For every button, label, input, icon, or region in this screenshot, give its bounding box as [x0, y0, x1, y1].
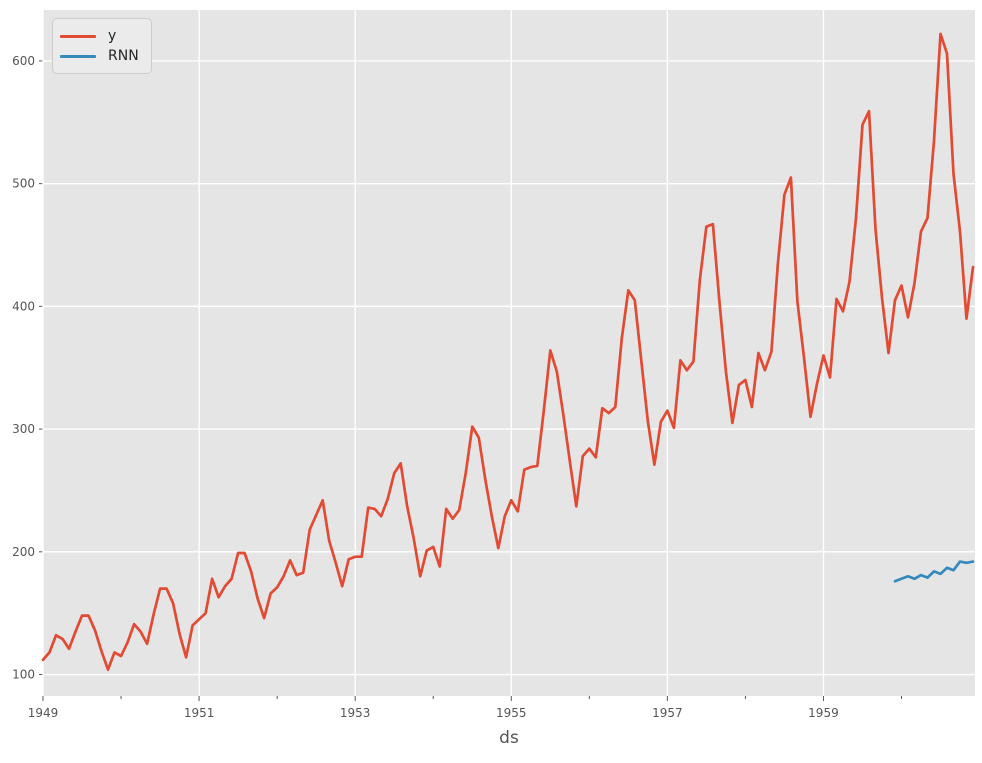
y-tick-label: 200 — [12, 545, 35, 559]
y-tick-label: 100 — [12, 668, 35, 682]
legend: y RNN — [52, 18, 152, 74]
x-tick-label: 1959 — [808, 706, 839, 720]
y-tick-label: 600 — [12, 54, 35, 68]
x-tick-label: 1957 — [652, 706, 683, 720]
legend-item-rnn: RNN — [60, 46, 139, 66]
legend-label-rnn: RNN — [108, 48, 139, 64]
x-tick-label: 1955 — [496, 706, 527, 720]
x-tick-label: 1949 — [28, 706, 59, 720]
legend-line-swatch-rnn — [60, 54, 96, 58]
y-tick-label: 300 — [12, 422, 35, 436]
legend-label-y: y — [108, 28, 117, 44]
x-tick-label: 1953 — [340, 706, 371, 720]
y-tick-label: 500 — [12, 177, 35, 191]
axes-background — [43, 10, 975, 696]
legend-line-swatch-y — [60, 34, 96, 38]
legend-item-y: y — [60, 26, 139, 46]
series-line-y — [41, 32, 975, 671]
x-axis-title: ds — [499, 728, 519, 748]
series-line-rnn — [893, 560, 975, 583]
x-tick-label: 1951 — [184, 706, 215, 720]
y-tick-label: 400 — [12, 299, 35, 313]
